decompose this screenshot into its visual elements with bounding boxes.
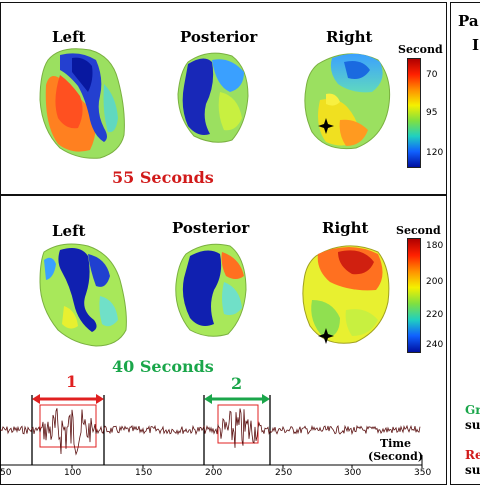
top-colorbar-tick-120: 120 bbox=[426, 148, 444, 158]
top-view-right-label: Right bbox=[326, 28, 373, 46]
mid-colorbar-tick-240: 240 bbox=[426, 340, 444, 350]
x-tick-label: 50 bbox=[0, 468, 12, 478]
top-colorbar-tick-95: 95 bbox=[426, 108, 438, 118]
top-left-brain-map bbox=[39, 48, 125, 159]
right-panel bbox=[450, 2, 480, 485]
segment-2-label: 2 bbox=[231, 374, 243, 393]
right-panel-title-line2: I bbox=[472, 36, 480, 54]
top-colorbar-tick-70: 70 bbox=[426, 70, 438, 80]
right-panel-title-line1: Pa bbox=[458, 12, 479, 30]
mid-posterior-brain-map bbox=[175, 243, 247, 337]
top-colorbar bbox=[407, 58, 421, 168]
mid-colorbar-tick-200: 200 bbox=[426, 277, 444, 287]
top-posterior-brain-map bbox=[177, 52, 249, 143]
mid-view-posterior-label: Posterior bbox=[172, 219, 250, 237]
mid-left-brain-map bbox=[39, 243, 127, 347]
time-axis-unit: (Second) bbox=[368, 450, 424, 463]
mid-right-brain-map bbox=[302, 245, 390, 344]
top-view-posterior-label: Posterior bbox=[180, 28, 258, 46]
x-tick-label: 100 bbox=[64, 468, 82, 478]
x-tick-label: 250 bbox=[275, 468, 293, 478]
red-label-line2: su bbox=[465, 463, 480, 477]
top-duration-label: 55 Seconds bbox=[112, 168, 214, 187]
segment-2-box bbox=[217, 404, 259, 444]
time-axis-label: Time bbox=[380, 437, 412, 450]
green-label-line1: Gr bbox=[465, 403, 480, 417]
green-label-line2: su bbox=[465, 418, 480, 432]
mid-duration-label: 40 Seconds bbox=[112, 357, 214, 376]
x-tick-label: 150 bbox=[135, 468, 153, 478]
x-tick-label: 200 bbox=[205, 468, 223, 478]
mid-view-left-label: Left bbox=[52, 222, 86, 240]
top-view-left-label: Left bbox=[52, 28, 86, 46]
red-label-line1: Re bbox=[465, 448, 480, 462]
mid-view-right-label: Right bbox=[322, 219, 369, 237]
segment-1-label: 1 bbox=[66, 372, 78, 391]
signal-trace-group bbox=[0, 394, 423, 466]
segment-1-box bbox=[39, 404, 97, 448]
mid-colorbar-tick-180: 180 bbox=[426, 241, 444, 251]
mid-colorbar-tick-220: 220 bbox=[426, 310, 444, 320]
x-tick-label: 300 bbox=[344, 468, 362, 478]
top-right-brain-map bbox=[304, 53, 391, 150]
mid-colorbar-title: Second bbox=[396, 224, 441, 237]
mid-colorbar bbox=[407, 238, 421, 353]
x-tick-label: 350 bbox=[414, 468, 432, 478]
eeg-signal-line bbox=[0, 408, 421, 456]
top-colorbar-title: Second bbox=[398, 43, 443, 56]
